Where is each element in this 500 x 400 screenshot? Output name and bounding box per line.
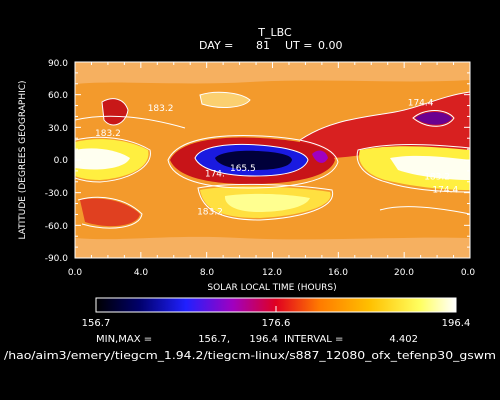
y-axis-label: LATITUDE (DEGREES GEOGRAPHIC) <box>18 80 28 239</box>
contour-line <box>167 135 339 189</box>
contour-line <box>75 115 186 129</box>
x-tick-label: 20.0 <box>394 268 414 278</box>
field-band-north <box>75 62 470 84</box>
contour-label: 183.2 <box>424 173 450 183</box>
y-tick-label: 0.0 <box>54 156 69 166</box>
contour-line <box>194 143 309 177</box>
y-tick-label: -90.0 <box>45 254 69 264</box>
file-path: /hao/aim3/emery/tiegcm_1.94.2/tiegcm-lin… <box>4 349 496 362</box>
chart-title: T_LBC <box>257 26 292 39</box>
chart-subtitle: DAY = 81 UT = 0.00 <box>199 39 343 52</box>
field-pale-nw <box>200 92 250 108</box>
day-label: DAY = <box>199 39 233 52</box>
field-red-ne <box>300 92 470 159</box>
field-white-west <box>75 148 130 170</box>
field-red-nw <box>102 98 128 125</box>
x-tick-labels: 0.0 4.0 8.0 12.0 16.0 20.0 0.0 <box>68 268 476 278</box>
contour-line <box>299 91 470 141</box>
contour-line <box>101 98 129 126</box>
ut-label: UT = <box>285 39 312 52</box>
contour-lines <box>75 91 470 229</box>
y-tick-label: 60.0 <box>48 91 68 101</box>
contour-label: 183.2 <box>95 129 121 139</box>
contour-label: 183.2 <box>197 207 223 217</box>
x-tick-label: 12.0 <box>262 268 282 278</box>
day-value: 81 <box>256 39 270 52</box>
field-pale-south <box>224 193 310 212</box>
field-dark-core <box>215 150 292 170</box>
field-purple-e <box>312 150 328 163</box>
x-axis-label: SOLAR LOCAL TIME (HOURS) <box>207 283 336 293</box>
colorbar-mid-label: 176.6 <box>262 318 291 329</box>
stats-line: MIN,MAX = 156.7, 196.4 INTERVAL = 4.402 <box>96 334 418 345</box>
contour-line <box>75 136 151 183</box>
contour-line <box>379 206 470 215</box>
y-tick-label: 30.0 <box>48 124 68 134</box>
y-tick-label: -30.0 <box>45 189 69 199</box>
min-value: 156.7, <box>198 334 230 345</box>
max-value: 196.4 <box>249 334 278 345</box>
x-tick-label: 0.0 <box>461 268 476 278</box>
contour-line <box>197 183 334 221</box>
heatmap-field <box>75 62 470 258</box>
contour-line <box>412 110 455 127</box>
contour-line <box>356 144 470 193</box>
field-white-east <box>390 155 470 180</box>
field-red-sw <box>80 198 140 227</box>
contour-label: 165.5 <box>230 164 256 174</box>
x-tick-label: 4.0 <box>134 268 149 278</box>
minmax-label: MIN,MAX = <box>96 334 152 345</box>
x-tick-label: 16.0 <box>328 268 348 278</box>
interval-value: 4.402 <box>389 334 418 345</box>
ut-value: 0.00 <box>318 39 343 52</box>
colorbar-min-label: 156.7 <box>82 318 111 329</box>
y-tick-label: -60.0 <box>45 222 69 232</box>
colorbar-max-label: 196.4 <box>442 318 471 329</box>
tick-marks <box>74 61 471 259</box>
y-tick-labels: 90.0 60.0 30.0 0.0 -30.0 -60.0 -90.0 <box>45 59 69 264</box>
interval-label: INTERVAL = <box>284 334 343 345</box>
x-tick-label: 0.0 <box>68 268 83 278</box>
contour-label: 183.2 <box>148 104 174 114</box>
field-band-south <box>75 236 470 258</box>
y-tick-label: 90.0 <box>48 59 68 69</box>
field-purple-ne <box>415 112 452 125</box>
contour-labels: 183.2 183.2 174.4 165.5 174. 183.2 174.4 183.2 <box>95 99 458 218</box>
contour-label: 174.4 <box>408 99 434 109</box>
contour-label: 174. <box>205 169 225 179</box>
x-tick-label: 8.0 <box>200 268 215 278</box>
contour-line <box>77 196 143 229</box>
contour-line <box>199 91 251 108</box>
contour-label: 174.4 <box>432 186 458 196</box>
